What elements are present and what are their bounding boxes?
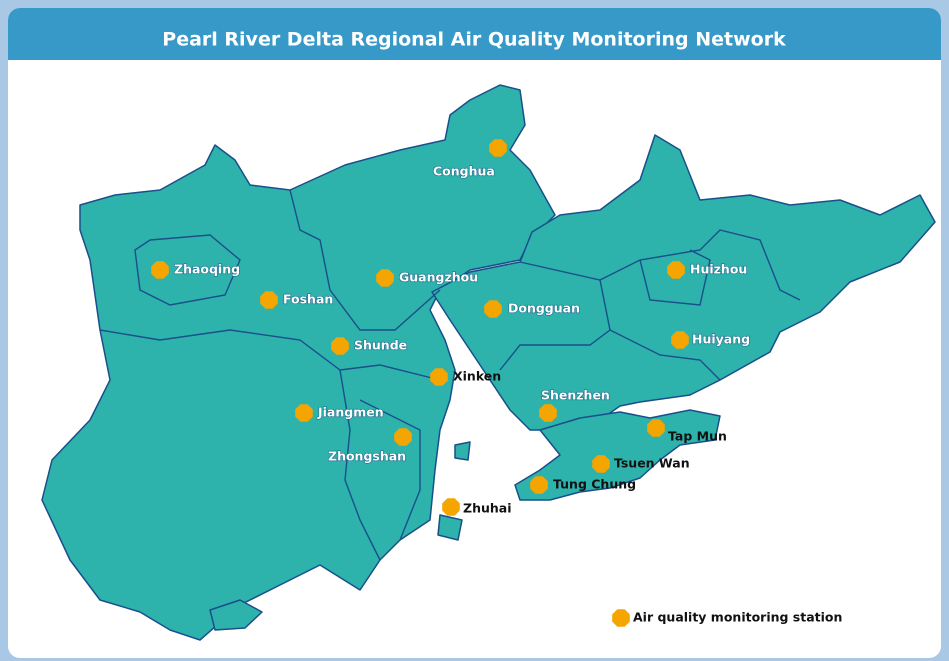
station-label: Foshan	[283, 292, 333, 307]
hk-island	[514, 409, 721, 501]
station-marker	[667, 261, 685, 279]
station-marker	[394, 428, 412, 446]
legend-label: Air quality monitoring station	[633, 610, 842, 625]
station-marker	[647, 419, 665, 437]
border	[99, 329, 441, 381]
header-bar	[8, 8, 941, 60]
station-marker	[151, 261, 169, 279]
borders	[99, 189, 801, 561]
station-label: Guangzhou	[399, 270, 478, 285]
border	[359, 399, 421, 541]
map-title: Pearl River Delta Regional Air Quality M…	[162, 29, 786, 51]
station-marker	[489, 139, 507, 157]
station-marker	[671, 331, 689, 349]
station-marker	[260, 291, 278, 309]
station-label: Zhaoqing	[174, 262, 240, 277]
border	[499, 279, 611, 371]
station-label: Shenzhen	[541, 388, 610, 403]
station-label: Zhuhai	[463, 501, 511, 516]
station-marker	[430, 368, 448, 386]
station-label: Huiyang	[692, 332, 750, 347]
station-marker	[295, 404, 313, 422]
land	[41, 84, 936, 641]
islet	[437, 514, 463, 541]
station-label: Jiangmen	[317, 405, 384, 420]
border	[519, 229, 801, 301]
west-land	[41, 84, 556, 641]
station-marker	[612, 609, 630, 627]
station-label: Xinken	[453, 369, 501, 384]
station-marker	[530, 476, 548, 494]
station-label: Tung Chung	[553, 477, 636, 492]
station-marker	[592, 455, 610, 473]
station-label: Zhongshan	[328, 449, 406, 464]
station-label: Conghua	[433, 164, 495, 179]
station-marker	[484, 300, 502, 318]
station-label: Huizhou	[690, 262, 747, 277]
border	[289, 189, 441, 331]
station-label: Tsuen Wan	[614, 456, 690, 471]
station-marker	[442, 498, 460, 516]
border	[609, 329, 721, 381]
station-label: Tap Mun	[668, 429, 727, 444]
legend: Air quality monitoring station	[612, 609, 842, 627]
islet	[454, 441, 471, 461]
station-marker	[539, 404, 557, 422]
stations: Conghua Zhaoqing Foshan Guangzhou Dongguan Hu…	[151, 139, 751, 516]
station-marker	[376, 269, 394, 287]
islet	[209, 599, 263, 631]
station-marker	[331, 337, 349, 355]
border	[134, 234, 241, 306]
border	[639, 249, 711, 306]
station-label: Dongguan	[508, 301, 580, 316]
border	[339, 369, 381, 561]
station-label: Shunde	[354, 338, 407, 353]
